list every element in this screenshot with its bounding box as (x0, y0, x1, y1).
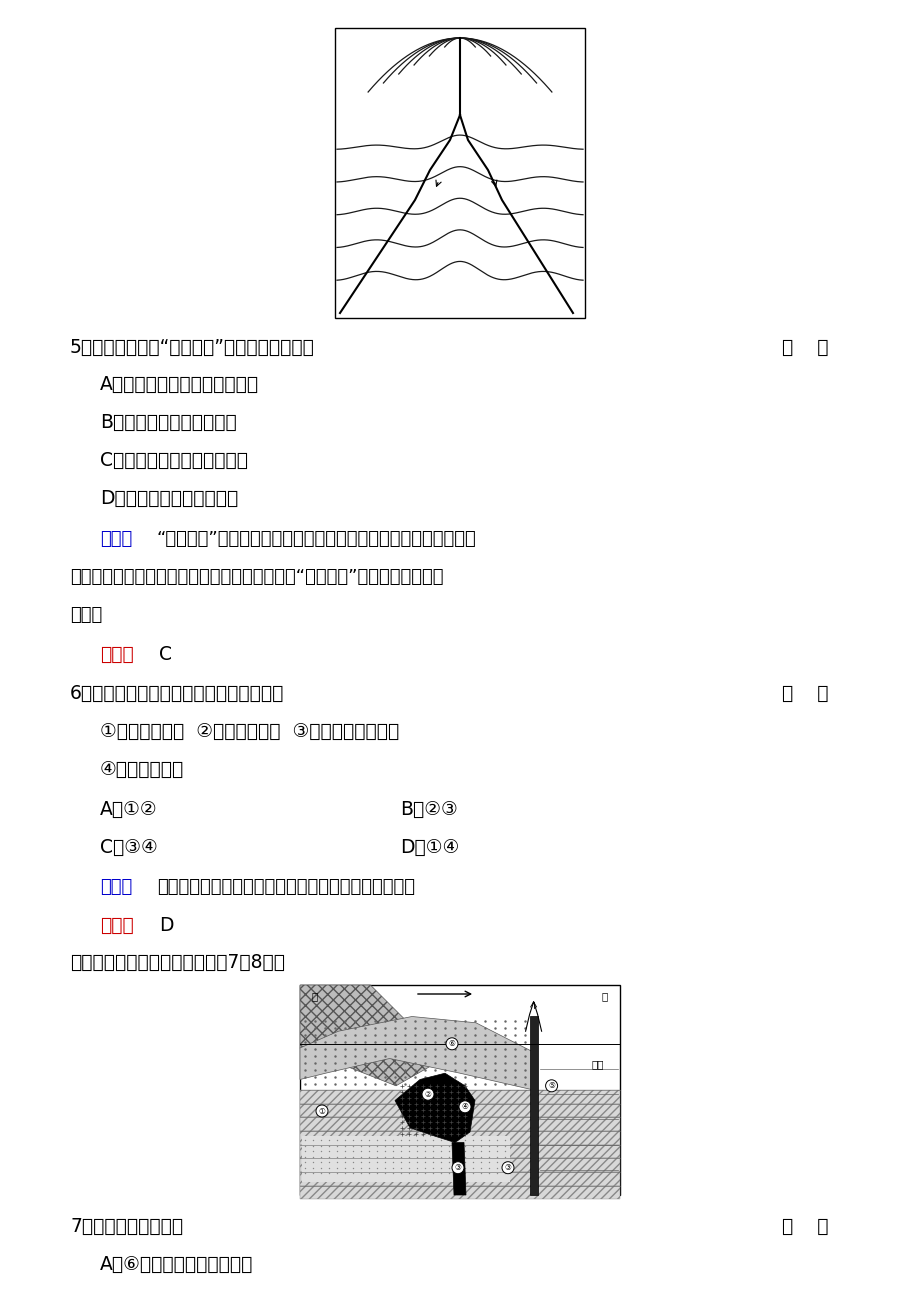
Text: A．①②: A．①② (100, 799, 157, 819)
Bar (300, 1159, 619, 1172)
Text: “双河同源”处等高线密集说明地势落差大，易形成泥石流；据等高: “双河同源”处等高线密集说明地势落差大，易形成泥石流；据等高 (157, 530, 476, 548)
Text: 答案：: 答案： (100, 644, 133, 664)
Circle shape (451, 1161, 463, 1173)
Bar (300, 1117, 619, 1131)
Text: 三江并流区与东南丘陵区流水侵蚀严重，泥石流多发。: 三江并流区与东南丘陵区流水侵蚀严重，泥石流多发。 (157, 878, 414, 896)
Bar (300, 1131, 619, 1144)
Polygon shape (394, 1073, 474, 1142)
Text: D．滑坡和流水堆积的影响: D．滑坡和流水堆积的影响 (100, 490, 238, 508)
Bar (300, 986, 619, 1195)
Text: 东: 东 (601, 991, 607, 1001)
Text: 海洋: 海洋 (591, 1059, 604, 1069)
Text: ⑥: ⑥ (448, 1039, 455, 1048)
Bar (300, 1186, 619, 1199)
Text: C: C (159, 644, 172, 664)
Text: B．②③: B．②③ (400, 799, 458, 819)
Bar (300, 1131, 619, 1144)
Text: 5．图中河流呈现“双河同源”分布的原因可能是: 5．图中河流呈现“双河同源”分布的原因可能是 (70, 339, 314, 357)
Bar (300, 1090, 619, 1104)
Circle shape (315, 1105, 328, 1117)
Bar (300, 1186, 619, 1199)
Text: D: D (159, 917, 174, 935)
Text: ①三江并流地区  ②三江源保护区  ③东北五大连池地区: ①三江并流地区 ②三江源保护区 ③东北五大连池地区 (100, 723, 399, 741)
Text: 7．根据图示信息可知: 7．根据图示信息可知 (70, 1217, 183, 1236)
Text: 读下面的地质剖面示意图，回答7～8题。: 读下面的地质剖面示意图，回答7～8题。 (70, 953, 285, 973)
Bar (300, 1172, 619, 1186)
Bar (300, 1159, 619, 1172)
Polygon shape (451, 1142, 466, 1195)
Text: 密切。: 密切。 (70, 605, 102, 624)
Text: B．地震和流水堆积的影响: B．地震和流水堆积的影响 (100, 413, 236, 432)
Circle shape (459, 1100, 471, 1113)
Circle shape (446, 1038, 458, 1049)
Bar (335, 29, 584, 318)
Polygon shape (300, 1017, 533, 1090)
Text: C．③④: C．③④ (100, 838, 157, 857)
Text: ③: ③ (504, 1163, 511, 1172)
Text: ①: ① (318, 1107, 325, 1116)
Bar (300, 1172, 619, 1186)
Polygon shape (300, 986, 444, 1086)
Text: 西: 西 (312, 991, 318, 1001)
Bar (300, 1144, 619, 1159)
Text: 6．我国下列地区中，易形成此类地貌的是: 6．我国下列地区中，易形成此类地貌的是 (70, 684, 284, 703)
Text: 解析：: 解析： (100, 530, 132, 548)
Text: A．⑥处岩层不可能含有化石: A．⑥处岩层不可能含有化石 (100, 1255, 253, 1273)
Bar (300, 1104, 619, 1117)
Text: （    ）: （ ） (781, 1217, 827, 1236)
Text: ④东南丘陵地区: ④东南丘陵地区 (100, 760, 184, 779)
Circle shape (545, 1079, 557, 1092)
Text: ③: ③ (454, 1163, 461, 1172)
Bar (300, 1090, 619, 1104)
Circle shape (422, 1088, 434, 1100)
Text: （    ）: （ ） (781, 684, 827, 703)
Text: ⑤: ⑤ (548, 1081, 554, 1090)
Text: 线分布，推断不可能是火山、地震活动所形成，“双河同源”与河流的侵蚀关系: 线分布，推断不可能是火山、地震活动所形成，“双河同源”与河流的侵蚀关系 (70, 568, 443, 586)
Text: A．火山活动和流水侵蚀的影响: A．火山活动和流水侵蚀的影响 (100, 375, 259, 395)
Circle shape (502, 1161, 514, 1173)
Text: 答案：: 答案： (100, 917, 133, 935)
Bar (300, 1144, 619, 1159)
Text: ②: ② (424, 1090, 431, 1099)
Bar (300, 1117, 619, 1131)
Polygon shape (400, 1079, 468, 1138)
Text: C．泥石流和流水侵蚀的影响: C．泥石流和流水侵蚀的影响 (100, 450, 248, 470)
Text: （    ）: （ ） (781, 339, 827, 357)
Text: ④: ④ (461, 1103, 468, 1112)
Text: 解析：: 解析： (100, 878, 132, 896)
Bar (300, 1104, 619, 1117)
Text: D．①④: D．①④ (400, 838, 459, 857)
Bar (529, 1017, 537, 1195)
Bar (301, 1137, 509, 1182)
